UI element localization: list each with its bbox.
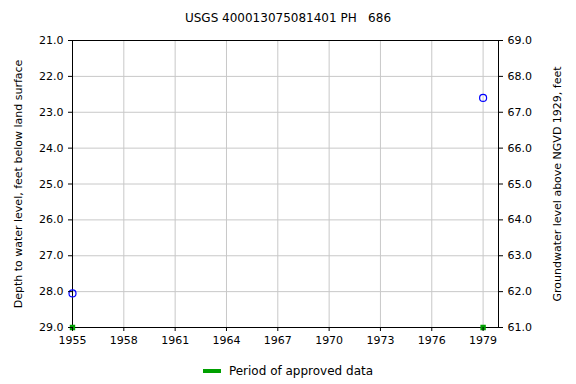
svg-text:1979: 1979 (469, 334, 497, 347)
svg-text:1967: 1967 (264, 334, 292, 347)
svg-text:24.0: 24.0 (39, 142, 64, 155)
svg-text:1955: 1955 (59, 334, 87, 347)
svg-text:27.0: 27.0 (39, 249, 64, 262)
svg-text:65.0: 65.0 (508, 178, 533, 191)
svg-text:1961: 1961 (161, 334, 189, 347)
svg-text:1964: 1964 (212, 334, 240, 347)
svg-text:67.0: 67.0 (508, 106, 533, 119)
svg-text:23.0: 23.0 (39, 106, 64, 119)
svg-text:25.0: 25.0 (39, 178, 64, 191)
svg-text:1973: 1973 (366, 334, 394, 347)
svg-text:61.0: 61.0 (508, 321, 533, 334)
svg-text:68.0: 68.0 (508, 70, 533, 83)
svg-text:22.0: 22.0 (39, 70, 64, 83)
html-text:Period of approved data: Period of approved data (228, 364, 374, 378)
svg-text:28.0: 28.0 (39, 285, 64, 298)
svg-text:63.0: 63.0 (508, 249, 533, 262)
svg-text:69.0: 69.0 (508, 34, 533, 47)
svg-text:64.0: 64.0 (508, 213, 533, 226)
svg-text:62.0: 62.0 (508, 285, 533, 298)
html-text:USGS 400013075081401 PH 686: USGS 400013075081401 PH 686 (185, 11, 391, 25)
svg-text:1958: 1958 (110, 334, 138, 347)
svg-text:1970: 1970 (315, 334, 343, 347)
svg-text:26.0: 26.0 (39, 213, 64, 226)
svg-text:66.0: 66.0 (508, 142, 533, 155)
svg-text:21.0: 21.0 (39, 34, 64, 47)
svg-text:Depth to water level, feet bel: Depth to water level, feet below land su… (12, 59, 25, 308)
svg-text:1976: 1976 (418, 334, 446, 347)
svg-text:29.0: 29.0 (39, 321, 64, 334)
svg-text:Groundwater level above NGVD 1: Groundwater level above NGVD 1929, feet (551, 66, 564, 302)
